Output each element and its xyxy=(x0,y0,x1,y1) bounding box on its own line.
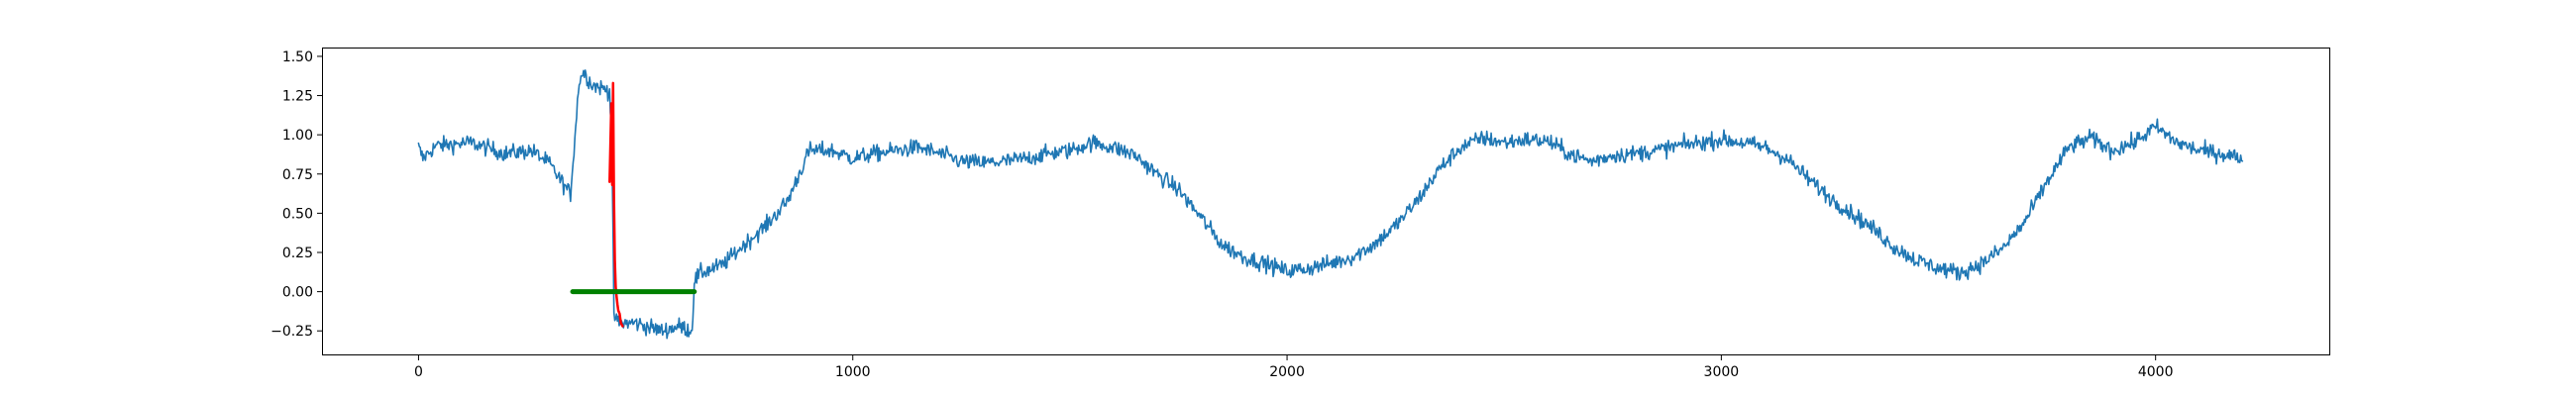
series-layer xyxy=(417,69,2244,340)
y-tick-label: 0.75 xyxy=(282,167,313,183)
x-tick-label: 1000 xyxy=(835,364,871,380)
x-tick-label: 0 xyxy=(414,364,423,380)
y-tick-label: 1.25 xyxy=(282,89,313,105)
series-line-2 xyxy=(608,81,624,328)
plot-frame xyxy=(322,48,2330,355)
y-tick-label: 1.50 xyxy=(282,50,313,65)
y-tick-label: 0.25 xyxy=(282,246,313,261)
y-axis: −0.25 0.00 0.25 0.50 0.75 1.00 1.25 1.50 xyxy=(270,50,323,340)
y-tick-label: 0.50 xyxy=(282,206,313,222)
y-tick-label: −0.25 xyxy=(270,324,313,340)
x-tick-label: 3000 xyxy=(1704,364,1740,380)
x-axis: 0 1000 2000 3000 4000 xyxy=(414,354,2174,380)
series-line-1 xyxy=(417,69,2244,340)
x-tick-label: 2000 xyxy=(1269,364,1305,380)
y-tick-label: 0.00 xyxy=(282,285,313,301)
y-tick-label: 1.00 xyxy=(282,128,313,144)
x-tick-label: 4000 xyxy=(2138,364,2174,380)
